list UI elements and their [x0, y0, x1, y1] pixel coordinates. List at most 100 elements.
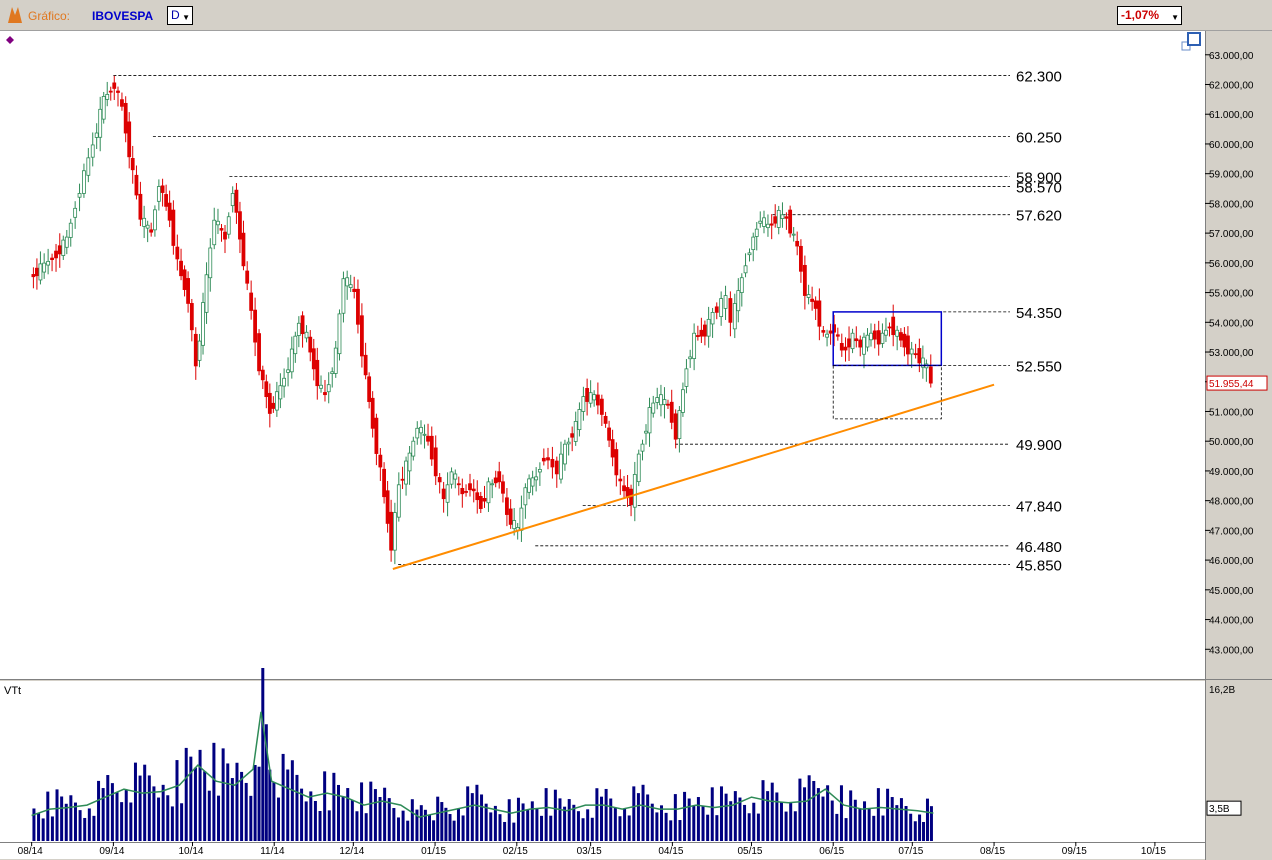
- candle-body: [546, 457, 550, 461]
- candle-body: [902, 333, 907, 348]
- volume-bar: [350, 800, 354, 841]
- change-select[interactable]: -1,07% ▼: [1117, 6, 1182, 25]
- candle-body: [464, 491, 468, 493]
- candles: [31, 75, 933, 565]
- candle-body: [193, 333, 198, 367]
- volume-bar: [863, 801, 867, 841]
- candle-body: [127, 121, 132, 158]
- candle-body: [743, 265, 748, 274]
- volume-bar: [706, 814, 710, 841]
- volume-bar: [452, 820, 456, 841]
- volume-bar: [480, 794, 484, 841]
- volume-bar: [613, 807, 617, 841]
- candle-body: [123, 102, 128, 134]
- candle-body: [895, 329, 900, 337]
- candle-body: [581, 396, 586, 412]
- candle-body: [692, 332, 697, 359]
- app-logo-icon: [8, 7, 22, 23]
- candle-body: [426, 435, 430, 442]
- candle-body: [839, 343, 844, 351]
- candle-body: [719, 298, 724, 318]
- price-tick-label: 59.000,00: [1209, 170, 1254, 181]
- volume-bar: [41, 818, 45, 841]
- volume-bar: [383, 787, 387, 841]
- time-tick-label: 05/15: [737, 846, 762, 857]
- time-tick-label: 11/14: [260, 846, 285, 857]
- volume-bar: [881, 815, 885, 841]
- candle-body: [164, 194, 169, 207]
- volume-bar: [807, 775, 811, 841]
- level-label: 49.900: [1016, 437, 1062, 454]
- candle-body: [684, 368, 689, 387]
- volume-bar: [895, 805, 899, 841]
- projection-box: [832, 365, 942, 420]
- volume-bar: [929, 806, 933, 841]
- price-panel: [0, 31, 1205, 679]
- time-tick-label: 06/15: [819, 846, 844, 857]
- volume-bar: [752, 802, 756, 841]
- candle-body: [441, 488, 446, 500]
- maximize-icon-front: [1187, 32, 1201, 46]
- volume-bar: [226, 763, 230, 841]
- time-axis: 08/14 09/14 10/14 11/14 12/14 01/15 02/15 03/15…: [0, 842, 1205, 857]
- candle-body: [64, 236, 69, 248]
- volume-bar: [327, 810, 331, 841]
- volume-bar: [396, 817, 400, 841]
- volume-bar: [110, 783, 114, 841]
- volume-bar: [729, 801, 733, 841]
- volume-bar: [355, 811, 359, 841]
- candle-body: [523, 487, 528, 506]
- candle-body: [573, 421, 578, 442]
- time-tick-label: 09/14: [99, 846, 124, 857]
- candle-body: [559, 453, 563, 480]
- volume-bar: [835, 813, 839, 841]
- volume-bar: [373, 789, 377, 841]
- change-value: -1,07%: [1121, 8, 1160, 22]
- candle-body: [592, 394, 597, 401]
- candle-body: [337, 313, 342, 355]
- price-tick-label: 44.000,00: [1209, 616, 1254, 627]
- level-label: 47.840: [1016, 498, 1062, 515]
- volume-bar: [761, 780, 765, 841]
- volume-bar: [696, 797, 700, 841]
- volume-bar: [747, 813, 751, 841]
- volume-bar: [853, 799, 857, 841]
- volume-bar: [392, 808, 396, 841]
- candle-body: [73, 207, 78, 218]
- symbol-label[interactable]: IBOVESPA: [92, 9, 154, 23]
- candle-body: [566, 441, 571, 445]
- candle-body: [382, 468, 386, 498]
- candle-body: [610, 439, 615, 458]
- volume-bar: [369, 781, 373, 841]
- candle-body: [478, 495, 483, 509]
- volume-tag: [1206, 800, 1242, 816]
- volume-bar: [161, 784, 165, 841]
- volume-bar: [867, 808, 871, 841]
- candle-body: [392, 512, 397, 551]
- volume-bar: [436, 796, 440, 841]
- volume-bar: [170, 806, 174, 841]
- volume-bar: [147, 775, 151, 841]
- candle-body: [437, 477, 442, 483]
- period-select[interactable]: D ▼: [167, 6, 193, 25]
- volume-bar: [318, 811, 322, 841]
- volume-bar: [423, 809, 427, 841]
- candle-body: [813, 300, 818, 309]
- candle-body: [651, 402, 656, 414]
- volume-bar: [124, 789, 128, 841]
- volume-bar: [120, 802, 124, 841]
- candle-body: [835, 334, 840, 337]
- price-tick-label: 51.000,00: [1209, 407, 1254, 418]
- candle-body: [105, 94, 110, 100]
- candle-body: [780, 214, 785, 219]
- volume-bar: [360, 782, 364, 841]
- volume-bar: [401, 810, 405, 841]
- volume-bar: [235, 762, 239, 841]
- volume-bar: [55, 789, 59, 841]
- candle-body: [396, 484, 401, 518]
- volume-bar: [240, 771, 244, 841]
- volume-bar: [498, 814, 502, 841]
- volume-bar: [157, 797, 161, 841]
- maximize-icon[interactable]: [1181, 32, 1201, 51]
